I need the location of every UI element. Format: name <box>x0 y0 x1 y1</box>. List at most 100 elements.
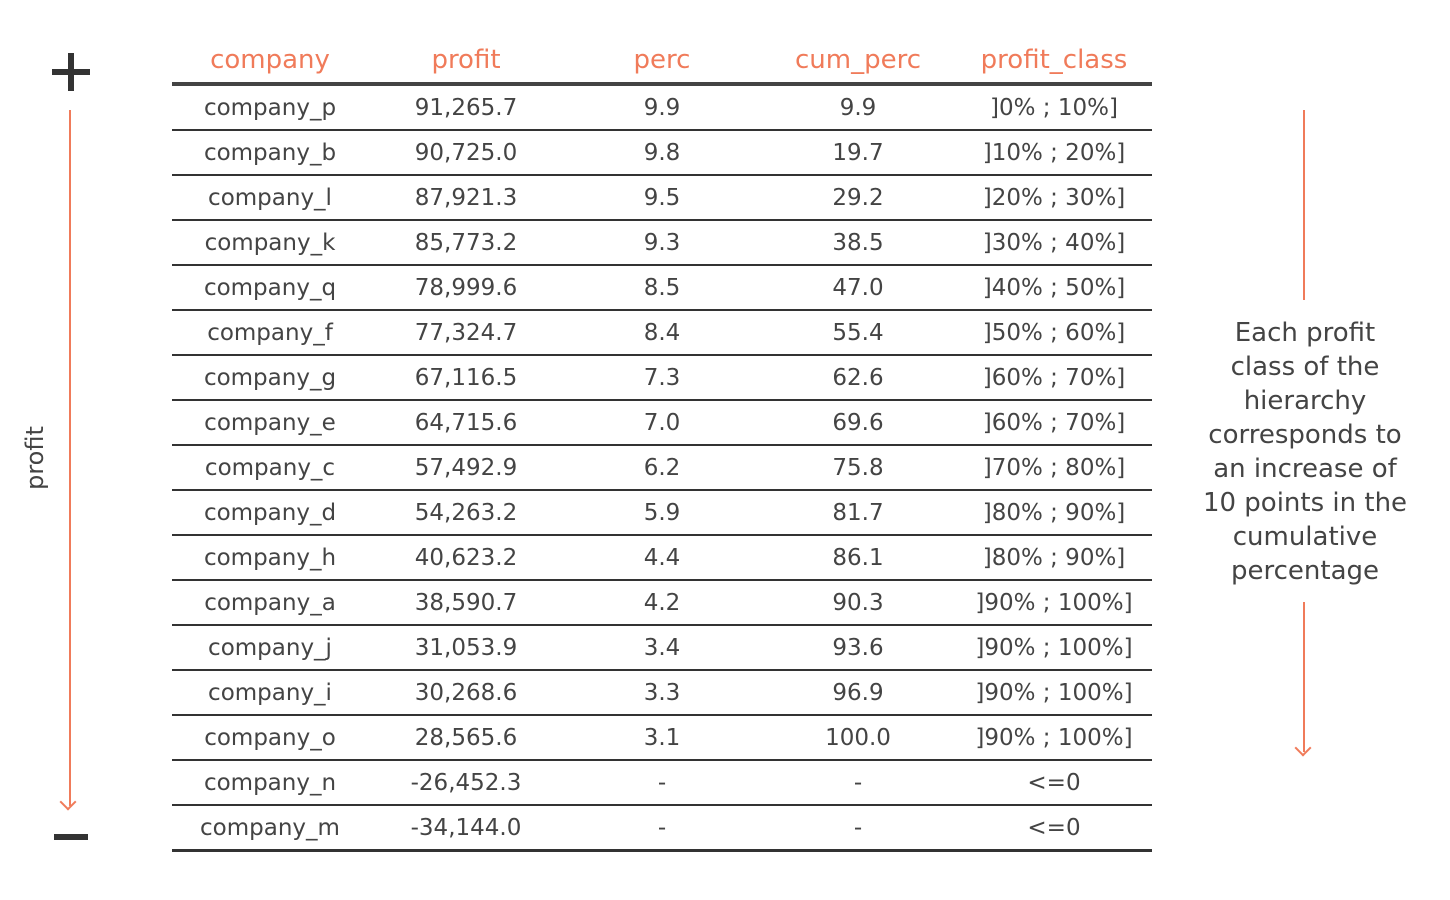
cell-company: company_f <box>172 310 368 356</box>
cell-profit-class: ]10% ; 20%] <box>956 130 1152 176</box>
cell-perc: 9.9 <box>564 84 760 131</box>
cell-company: company_l <box>172 175 368 221</box>
cell-perc: - <box>564 805 760 852</box>
cell-cum-perc: 69.6 <box>760 400 956 446</box>
cell-perc: 4.4 <box>564 535 760 581</box>
cell-cum-perc: 81.7 <box>760 490 956 536</box>
cell-profit: 38,590.7 <box>368 580 564 626</box>
cell-perc: 6.2 <box>564 445 760 491</box>
cell-company: company_i <box>172 670 368 716</box>
cell-company: company_c <box>172 445 368 491</box>
profit-axis-arrow-line <box>69 110 71 806</box>
cell-profit: 85,773.2 <box>368 220 564 266</box>
header-profit-class: profit_class <box>956 38 1152 86</box>
cell-profit-class: ]60% ; 70%] <box>956 400 1152 446</box>
cell-cum-perc: 9.9 <box>760 84 956 131</box>
table-header: company profit perc cum_perc profit_clas… <box>172 38 1152 86</box>
cell-profit: 77,324.7 <box>368 310 564 356</box>
table-row: company_k 85,773.2 9.3 38.5]30% ; 40%] <box>172 220 1152 266</box>
cell-profit-class: ]30% ; 40%] <box>956 220 1152 266</box>
cell-company: company_j <box>172 625 368 671</box>
cell-perc: 3.3 <box>564 670 760 716</box>
cell-cum-perc: 96.9 <box>760 670 956 716</box>
cell-profit: 90,725.0 <box>368 130 564 176</box>
cell-perc: 7.3 <box>564 355 760 401</box>
cell-perc: 9.3 <box>564 220 760 266</box>
cell-profit-class: ]60% ; 70%] <box>956 355 1152 401</box>
cell-perc: 7.0 <box>564 400 760 446</box>
cell-profit-class: ]50% ; 60%] <box>956 310 1152 356</box>
profit-axis-label: profit <box>21 426 49 490</box>
cell-cum-perc: 19.7 <box>760 130 956 176</box>
table-row: company_c 57,492.9 6.2 75.8]70% ; 80%] <box>172 445 1152 491</box>
table-row: company_j 31,053.9 3.4 93.6]90% ; 100%] <box>172 625 1152 671</box>
header-row: company profit perc cum_perc profit_clas… <box>172 38 1152 86</box>
cell-company: company_d <box>172 490 368 536</box>
cell-company: company_o <box>172 715 368 761</box>
header-cum-perc: cum_perc <box>760 38 956 86</box>
cell-profit-class: ]90% ; 100%] <box>956 715 1152 761</box>
cell-cum-perc: 29.2 <box>760 175 956 221</box>
cell-company: company_b <box>172 130 368 176</box>
table-row: company_i 30,268.6 3.3 96.9]90% ; 100%] <box>172 670 1152 716</box>
cell-cum-perc: 55.4 <box>760 310 956 356</box>
cell-profit: 64,715.6 <box>368 400 564 446</box>
table-row: company_b 90,725.0 9.8 19.7]10% ; 20%] <box>172 130 1152 176</box>
cell-profit-class: ]90% ; 100%] <box>956 580 1152 626</box>
cell-perc: - <box>564 760 760 806</box>
cell-profit: -26,452.3 <box>368 760 564 806</box>
table-row: company_h 40,623.2 4.4 86.1]80% ; 90%] <box>172 535 1152 581</box>
cell-profit-class: ]90% ; 100%] <box>956 670 1152 716</box>
cell-profit: 31,053.9 <box>368 625 564 671</box>
cell-profit: 78,999.6 <box>368 265 564 311</box>
header-perc: perc <box>564 38 760 86</box>
cell-perc: 9.8 <box>564 130 760 176</box>
cell-cum-perc: 86.1 <box>760 535 956 581</box>
arrow-down-icon <box>59 793 77 811</box>
cell-profit-class: <=0 <box>956 805 1152 852</box>
cell-perc: 3.4 <box>564 625 760 671</box>
cell-cum-perc: 90.3 <box>760 580 956 626</box>
plus-icon <box>52 53 90 91</box>
cell-company: company_a <box>172 580 368 626</box>
table-row: company_a 38,590.7 4.2 90.3]90% ; 100%] <box>172 580 1152 626</box>
cell-profit-class: ]0% ; 10%] <box>956 84 1152 131</box>
table-row: company_e 64,715.6 7.0 69.6]60% ; 70%] <box>172 400 1152 446</box>
cell-cum-perc: 38.5 <box>760 220 956 266</box>
cell-cum-perc: 75.8 <box>760 445 956 491</box>
header-company: company <box>172 38 368 86</box>
cell-cum-perc: 47.0 <box>760 265 956 311</box>
cell-company: company_m <box>172 805 368 852</box>
cell-profit: 87,921.3 <box>368 175 564 221</box>
cell-profit-class: ]70% ; 80%] <box>956 445 1152 491</box>
cell-cum-perc: 62.6 <box>760 355 956 401</box>
cell-company: company_h <box>172 535 368 581</box>
cell-perc: 4.2 <box>564 580 760 626</box>
cell-profit: 28,565.6 <box>368 715 564 761</box>
profit-table: company profit perc cum_perc profit_clas… <box>172 38 1152 852</box>
cell-profit: 40,623.2 <box>368 535 564 581</box>
cell-profit-class: ]90% ; 100%] <box>956 625 1152 671</box>
arrow-down-icon <box>1294 739 1312 757</box>
cell-profit-class: ]40% ; 50%] <box>956 265 1152 311</box>
cell-profit: 30,268.6 <box>368 670 564 716</box>
table-row: company_n -26,452.3- - <=0 <box>172 760 1152 806</box>
cell-cum-perc: 93.6 <box>760 625 956 671</box>
cell-profit: 91,265.7 <box>368 84 564 131</box>
cell-profit: -34,144.0 <box>368 805 564 852</box>
cell-perc: 3.1 <box>564 715 760 761</box>
table-body: company_p 91,265.7 9.9 9.9]0% ; 10%] company… <box>172 84 1152 852</box>
cell-perc: 8.4 <box>564 310 760 356</box>
cell-profit-class: ]80% ; 90%] <box>956 490 1152 536</box>
cell-cum-perc: 100.0 <box>760 715 956 761</box>
table-row: company_f 77,324.7 8.4 55.4]50% ; 60%] <box>172 310 1152 356</box>
cell-company: company_q <box>172 265 368 311</box>
table-row: company_p 91,265.7 9.9 9.9]0% ; 10%] <box>172 84 1152 131</box>
table-row: company_l 87,921.3 9.5 29.2]20% ; 30%] <box>172 175 1152 221</box>
cell-profit-class: <=0 <box>956 760 1152 806</box>
cell-company: company_p <box>172 84 368 131</box>
cell-profit-class: ]20% ; 30%] <box>956 175 1152 221</box>
annotation-arrow-line-bottom <box>1303 602 1305 752</box>
cell-cum-perc: - <box>760 805 956 852</box>
